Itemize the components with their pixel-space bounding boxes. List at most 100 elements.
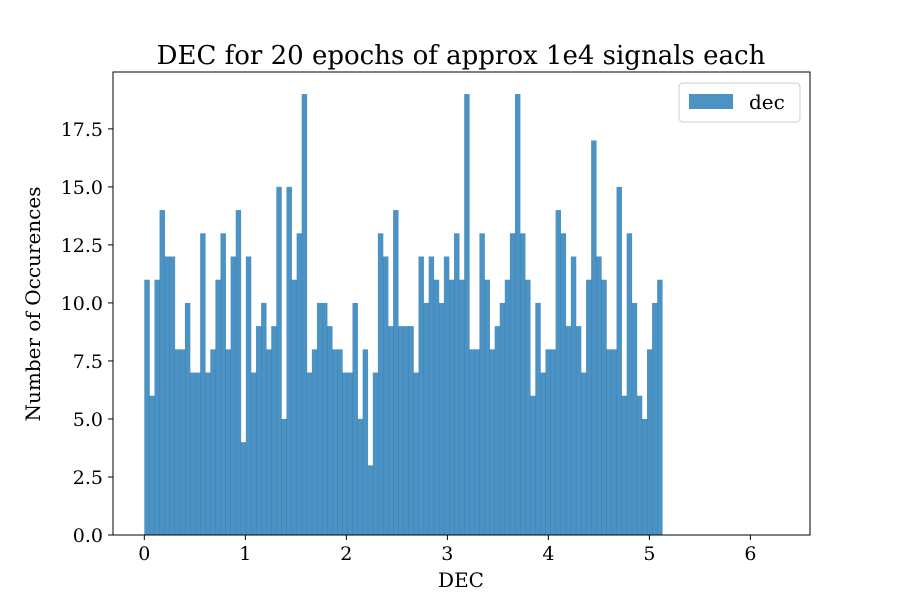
histogram-bar [428, 256, 435, 535]
histogram-bar [479, 233, 485, 536]
histogram-bar [240, 442, 247, 535]
histogram-bar [342, 372, 348, 535]
x-ticks: 0 1 2 3 4 5 6 [138, 535, 756, 565]
histogram-bar [144, 279, 150, 535]
histogram-bar [423, 302, 430, 535]
y-axis-label: Number of Occurences [21, 187, 45, 422]
histogram-bar [438, 302, 445, 535]
histogram-bar [388, 326, 394, 535]
histogram-bar [545, 349, 551, 535]
histogram-bar [611, 349, 617, 535]
histogram-bar [357, 418, 363, 535]
histogram-bar [606, 349, 612, 535]
histogram-bar [230, 256, 237, 535]
histogram-bar [164, 256, 171, 535]
histogram-bar [245, 256, 252, 535]
y-tick-label: 12.5 [61, 235, 103, 257]
x-tick-label: 0 [138, 543, 150, 565]
histogram-bar [474, 349, 480, 535]
histogram-bar [337, 349, 343, 535]
chart-title: DEC for 20 epochs of approx 1e4 signals … [157, 41, 766, 71]
histogram-bar [332, 349, 338, 535]
histogram-bar [316, 302, 323, 535]
histogram-bar [322, 302, 328, 535]
histogram-bar [525, 279, 531, 535]
histogram-bar [169, 256, 176, 535]
histogram-bar [459, 279, 465, 535]
histogram-bar [560, 233, 567, 536]
histogram-bar [205, 372, 211, 535]
histogram-bar [159, 210, 165, 535]
histogram-bar [484, 279, 490, 535]
histogram-bar [464, 94, 470, 536]
histogram-bar [403, 326, 409, 535]
histogram-bar [580, 372, 587, 535]
histogram-bar [291, 279, 297, 535]
x-tick-label: 5 [643, 543, 655, 565]
histogram-bar [184, 302, 191, 535]
x-tick-label: 6 [744, 543, 756, 565]
histogram-bar [367, 465, 374, 535]
legend-frame [678, 82, 801, 123]
histogram-bar [448, 279, 455, 535]
histogram-bar [575, 326, 582, 535]
y-tick-label: 15.0 [61, 177, 103, 199]
legend-label: dec [749, 90, 785, 114]
histogram-bar [514, 94, 521, 536]
histogram-bar [276, 186, 282, 535]
histogram-bar [530, 395, 536, 535]
histogram-bar [215, 279, 221, 535]
histogram-bar [641, 418, 648, 535]
histogram-bar [636, 395, 643, 535]
histogram-bar [286, 186, 292, 535]
histogram-bar [377, 233, 384, 536]
histogram-bar [195, 372, 201, 535]
histogram-bar [652, 302, 658, 535]
histogram-bar [200, 233, 206, 536]
histogram-bar [565, 326, 572, 535]
y-tick-label: 0.0 [73, 525, 103, 547]
histogram-bar [509, 233, 516, 536]
histogram-bar [347, 372, 353, 535]
y-tick-label: 2.5 [73, 467, 103, 489]
histogram-bar [591, 140, 597, 535]
histogram-bar [469, 349, 475, 535]
axes-group [112, 71, 811, 536]
histogram-bar [443, 256, 450, 535]
histogram-bar [235, 210, 242, 535]
histogram-bar [306, 372, 313, 535]
histogram-bar [413, 372, 419, 535]
histogram-bar [190, 372, 196, 535]
y-tick-label: 7.5 [73, 351, 103, 373]
histogram-bar [433, 279, 440, 535]
histogram-bar [210, 349, 216, 535]
histogram-bar [408, 326, 414, 535]
histogram-bar [327, 326, 333, 535]
histogram-bar [535, 302, 541, 535]
histogram-bar [311, 349, 318, 535]
histogram-bar [281, 418, 287, 535]
y-ticks: 0.0 2.5 5.0 7.5 10.0 12.5 15.0 17.5 [61, 119, 113, 547]
histogram-bar [489, 349, 496, 535]
histogram-bar [570, 256, 577, 535]
histogram-bar [657, 279, 663, 535]
histogram-bar [494, 326, 501, 535]
legend: dec [678, 82, 801, 123]
histogram-bar [596, 256, 602, 535]
x-tick-label: 3 [441, 543, 453, 565]
histogram-bar [261, 302, 267, 535]
histogram-bar [271, 326, 277, 535]
histogram-bar [250, 372, 257, 535]
histogram-bar [393, 210, 399, 535]
histogram-bar [382, 256, 389, 535]
histogram-bar [362, 349, 369, 535]
histogram-bar [220, 233, 226, 536]
histogram-bar [266, 349, 272, 535]
histogram-bar [616, 186, 622, 535]
x-tick-label: 4 [542, 543, 554, 565]
plot-frame [112, 71, 811, 536]
histogram-bar [454, 233, 460, 536]
histogram-bar [550, 349, 556, 535]
histogram-bar [179, 349, 186, 535]
histogram-bar [256, 326, 262, 535]
